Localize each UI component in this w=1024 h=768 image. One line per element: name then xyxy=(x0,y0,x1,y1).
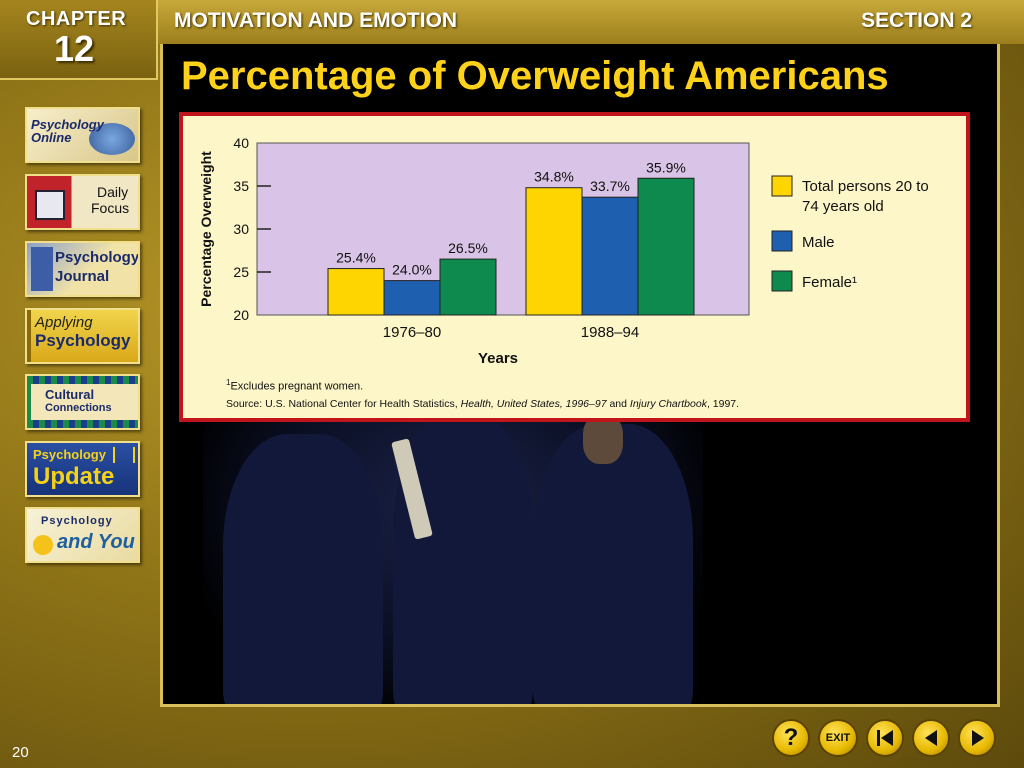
bar-value-label: 25.4% xyxy=(336,250,376,266)
help-icon: ? xyxy=(783,724,799,751)
bar xyxy=(581,196,639,316)
bar-value-label: 26.5% xyxy=(448,240,488,256)
y-axis-label: Percentage Overweight xyxy=(198,151,214,307)
bar xyxy=(525,187,583,316)
bar-value-label: 33.7% xyxy=(590,178,630,194)
psychology-journal-label: Psychology Journal xyxy=(55,249,140,285)
applying-label-1: Applying xyxy=(35,314,93,331)
bar-chart: 20 25 30 35 40 Percentage Overweight 25.4% 24.0… xyxy=(198,135,929,367)
source-prefix: Source: U.S. National Center for Health … xyxy=(226,398,461,410)
update-label-2: Update xyxy=(33,463,115,490)
x-axis-label: Years xyxy=(478,350,518,367)
section-number: SECTION 2 xyxy=(861,9,972,32)
bar xyxy=(439,258,497,316)
psychology-online-label: Psychology Online xyxy=(31,117,104,145)
daily-focus-button[interactable]: Daily Focus xyxy=(25,174,140,230)
psychology-and-you-icon xyxy=(33,535,53,555)
chapter-badge: CHAPTER 12 xyxy=(0,0,158,80)
bar-value-label: 24.0% xyxy=(392,262,432,278)
next-slide-icon xyxy=(972,730,984,746)
legend-label: Female¹ xyxy=(802,274,857,291)
cultural-connections-icon xyxy=(31,384,138,420)
next-slide-button[interactable] xyxy=(958,719,996,757)
psychology-journal-icon xyxy=(31,247,53,291)
source-mid: and xyxy=(606,398,630,410)
legend-label: Male xyxy=(802,234,835,251)
y-tick-label: 35 xyxy=(233,178,249,194)
chapter-number: 12 xyxy=(54,28,95,69)
help-button[interactable]: ? xyxy=(772,719,810,757)
header-bar xyxy=(0,0,1024,44)
x-tick-label: 1976–80 xyxy=(383,324,441,341)
chapter-label: CHAPTER xyxy=(26,8,127,30)
section-heading: MOTIVATION AND EMOTION xyxy=(174,9,458,32)
applying-psychology-button[interactable]: Applying Psychology xyxy=(25,308,140,364)
daily-focus-label-1: Daily xyxy=(97,184,129,200)
bar xyxy=(327,268,385,316)
source-title-2: Injury Chartbook xyxy=(629,398,707,410)
daily-focus-icon xyxy=(35,190,65,220)
y-tick-label: 25 xyxy=(233,264,249,280)
y-tick-label: 30 xyxy=(233,221,249,237)
and-you-label-1: Psychology xyxy=(41,515,113,527)
previous-slide-button[interactable] xyxy=(912,719,950,757)
legend-swatch xyxy=(771,230,793,252)
graduation-photo xyxy=(203,374,703,704)
first-slide-icon xyxy=(877,730,893,746)
y-tick-label: 20 xyxy=(233,307,249,323)
source-title-1: Health, United States, 1996–97 xyxy=(460,398,607,410)
slide-title: Percentage of Overweight Americans xyxy=(181,54,889,98)
bar-value-label: 34.8% xyxy=(534,169,574,185)
exit-button[interactable]: EXIT xyxy=(818,719,858,757)
exit-icon: EXIT xyxy=(825,732,851,744)
legend-swatch xyxy=(771,175,793,197)
first-slide-button[interactable] xyxy=(866,719,904,757)
legend-swatch xyxy=(771,270,793,292)
cultural-connections-button[interactable]: Cultural Connections xyxy=(25,374,140,430)
footnote-text: Excludes pregnant women. xyxy=(230,380,364,393)
bar xyxy=(637,177,695,316)
y-tick-label: 40 xyxy=(233,135,249,151)
page-number: 20 xyxy=(12,744,29,761)
daily-focus-label-2: Focus xyxy=(91,200,130,216)
psychology-online-button[interactable]: Psychology Online xyxy=(25,107,140,163)
cultural-label-2: Connections xyxy=(45,402,112,414)
x-tick-label: 1988–94 xyxy=(581,324,639,341)
cultural-label-1: Cultural xyxy=(45,387,95,402)
source-suffix: , 1997. xyxy=(706,398,740,410)
chart-panel: 20 25 30 35 40 Percentage Overweight 25.4% 24.0… xyxy=(179,112,970,422)
legend-label: Total persons 20 to 74 years old xyxy=(802,178,929,215)
applying-label-2: Psychology xyxy=(35,331,131,350)
update-label-1: Psychology xyxy=(33,447,106,462)
previous-slide-icon xyxy=(925,730,937,746)
psychology-journal-button[interactable]: Psychology Journal xyxy=(25,241,140,297)
psychology-update-button[interactable]: Psychology Update xyxy=(25,441,140,497)
bar xyxy=(383,280,441,316)
chart-footnote: 1Excludes pregnant women. xyxy=(226,378,363,393)
psychology-online-icon xyxy=(89,123,135,155)
bar-value-label: 35.9% xyxy=(646,159,686,175)
and-you-label-2: and You xyxy=(57,531,135,553)
footnote-marker: 1 xyxy=(226,378,231,387)
applying-psychology-icon xyxy=(27,310,31,362)
chart-source: Source: U.S. National Center for Health … xyxy=(226,398,739,410)
psychology-and-you-button[interactable]: Psychology and You xyxy=(25,507,140,563)
psychology-update-icon xyxy=(113,447,135,463)
